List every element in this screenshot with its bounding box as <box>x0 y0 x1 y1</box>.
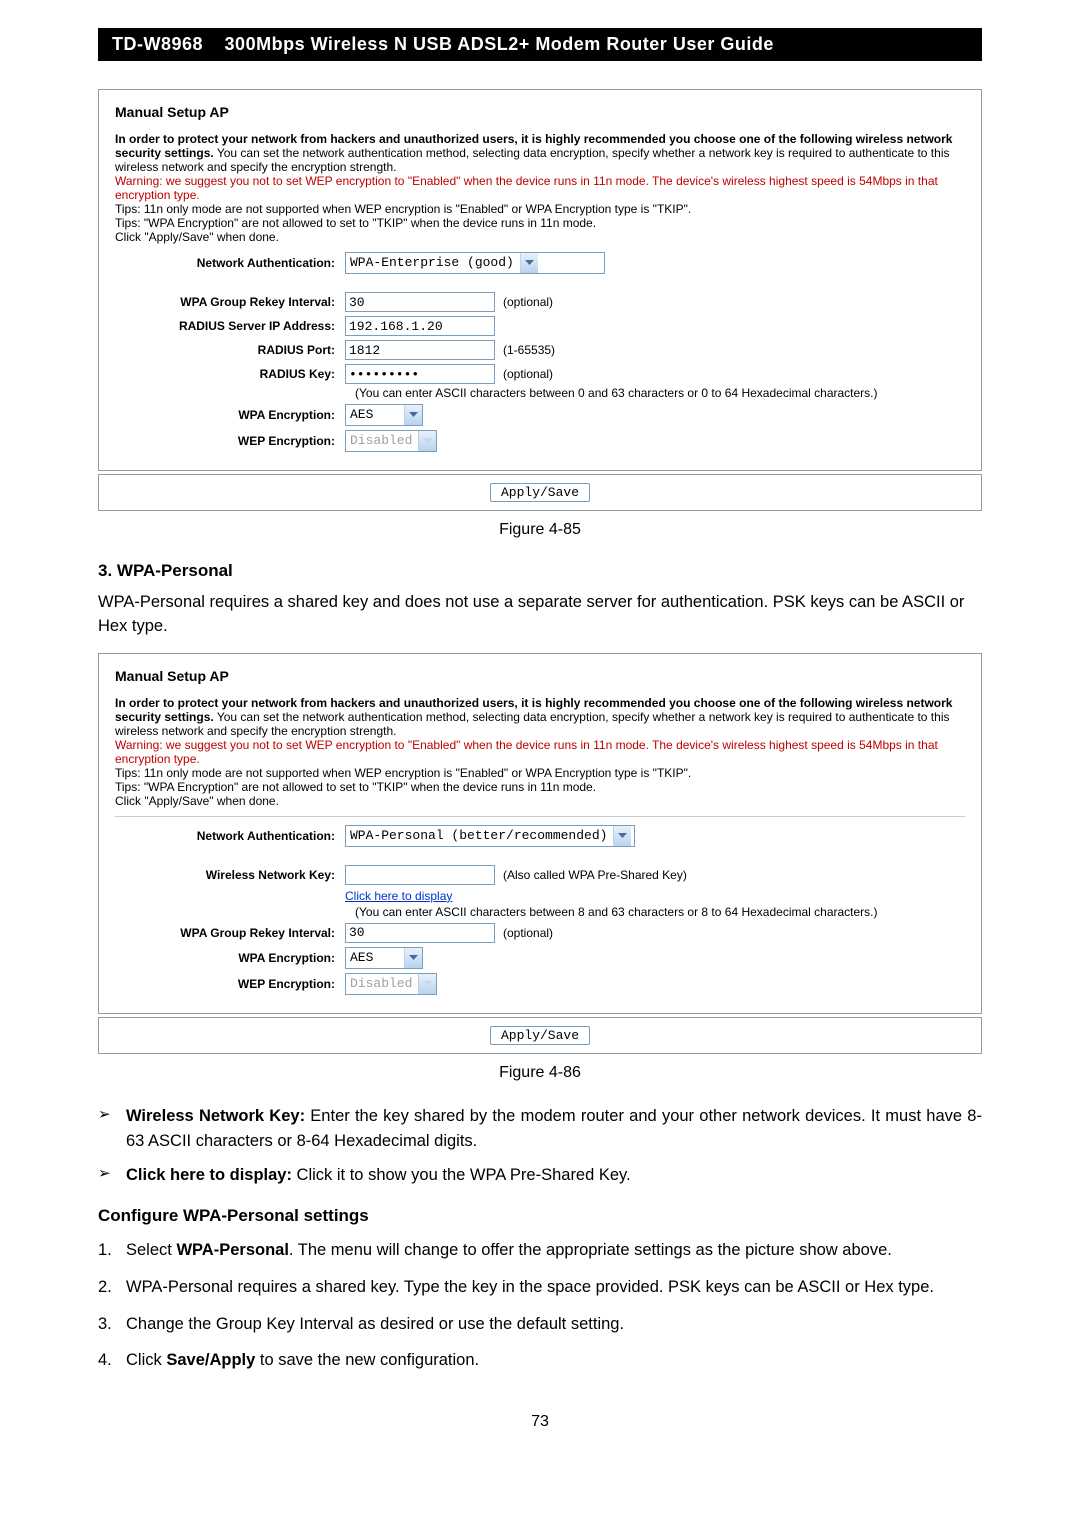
wep-enc-label: WEP Encryption: <box>115 977 345 991</box>
tip-text-2: Tips: "WPA Encryption" are not allowed t… <box>115 216 965 230</box>
wep-enc-select: Disabled <box>345 430 437 452</box>
arrow-icon: ➢ <box>98 1163 126 1188</box>
rekey-label: WPA Group Rekey Interval: <box>115 295 345 309</box>
network-auth-select[interactable]: WPA-Personal (better/recommended) <box>345 825 635 847</box>
bullet-click-display: ➢ Click here to display: Click it to sho… <box>98 1163 982 1188</box>
figure-caption-2: Figure 4-86 <box>98 1064 982 1082</box>
ascii-note: (You can enter ASCII characters between … <box>355 386 965 400</box>
doc-header: TD-W8968 300Mbps Wireless N USB ADSL2+ M… <box>98 28 982 61</box>
wpa-enc-select[interactable]: AES <box>345 947 423 969</box>
page-number: 73 <box>98 1413 982 1431</box>
rekey-input[interactable] <box>345 292 495 312</box>
wpa-enc-select[interactable]: AES <box>345 404 423 426</box>
network-auth-label: Network Authentication: <box>115 829 345 843</box>
radius-port-hint: (1-65535) <box>503 343 555 357</box>
rekey-hint: (optional) <box>503 926 553 940</box>
chevron-down-icon <box>613 826 631 846</box>
rekey-input[interactable] <box>345 923 495 943</box>
panel-title: Manual Setup AP <box>115 104 965 120</box>
chevron-down-icon <box>404 405 422 425</box>
chevron-down-icon <box>418 974 436 994</box>
radius-port-input[interactable] <box>345 340 495 360</box>
wep-enc-select: Disabled <box>345 973 437 995</box>
chevron-down-icon <box>520 253 538 273</box>
apply-row: Apply/Save <box>98 474 982 511</box>
apply-save-button[interactable]: Apply/Save <box>490 483 590 502</box>
radius-key-input[interactable] <box>345 364 495 384</box>
rekey-label: WPA Group Rekey Interval: <box>115 926 345 940</box>
tip-text-1: Tips: 11n only mode are not supported wh… <box>115 766 965 780</box>
tip-text-3: Click "Apply/Save" when done. <box>115 794 965 808</box>
configure-heading: Configure WPA-Personal settings <box>98 1206 982 1226</box>
radius-port-label: RADIUS Port: <box>115 343 345 357</box>
section-heading-wpa-personal: 3. WPA-Personal <box>98 561 982 581</box>
apply-save-button[interactable]: Apply/Save <box>490 1026 590 1045</box>
tip-text-1: Tips: 11n only mode are not supported wh… <box>115 202 965 216</box>
radius-key-hint: (optional) <box>503 367 553 381</box>
tip-text-2: Tips: "WPA Encryption" are not allowed t… <box>115 780 965 794</box>
click-here-display-link[interactable]: Click here to display <box>345 889 452 903</box>
step-1: 1. Select WPA-Personal. The menu will ch… <box>98 1238 982 1263</box>
manual-setup-panel-enterprise: Manual Setup AP In order to protect your… <box>98 89 982 471</box>
step-3: 3. Change the Group Key Interval as desi… <box>98 1312 982 1337</box>
radius-ip-label: RADIUS Server IP Address: <box>115 319 345 333</box>
wpa-personal-paragraph: WPA-Personal requires a shared key and d… <box>98 591 982 639</box>
ascii-note: (You can enter ASCII characters between … <box>355 905 965 919</box>
apply-row: Apply/Save <box>98 1017 982 1054</box>
wireless-key-hint: (Also called WPA Pre-Shared Key) <box>503 868 687 882</box>
doc-title: 300Mbps Wireless N USB ADSL2+ Modem Rout… <box>225 34 774 54</box>
radius-ip-input[interactable] <box>345 316 495 336</box>
intro-text: In order to protect your network from ha… <box>115 132 965 174</box>
network-auth-select[interactable]: WPA-Enterprise (good) <box>345 252 605 274</box>
rekey-hint: (optional) <box>503 295 553 309</box>
figure-caption-1: Figure 4-85 <box>98 521 982 539</box>
warning-text: Warning: we suggest you not to set WEP e… <box>115 174 965 202</box>
model-number: TD-W8968 <box>112 34 203 54</box>
wireless-key-label: Wireless Network Key: <box>115 868 345 882</box>
step-4: 4. Click Save/Apply to save the new conf… <box>98 1348 982 1373</box>
bullet-wireless-key: ➢ Wireless Network Key: Enter the key sh… <box>98 1104 982 1154</box>
network-auth-label: Network Authentication: <box>115 256 345 270</box>
panel-title: Manual Setup AP <box>115 668 965 684</box>
intro-text: In order to protect your network from ha… <box>115 696 965 738</box>
tip-text-3: Click "Apply/Save" when done. <box>115 230 965 244</box>
chevron-down-icon <box>404 948 422 968</box>
step-2: 2. WPA-Personal requires a shared key. T… <box>98 1275 982 1300</box>
arrow-icon: ➢ <box>98 1104 126 1154</box>
wireless-key-input[interactable] <box>345 865 495 885</box>
chevron-down-icon <box>418 431 436 451</box>
manual-setup-panel-personal: Manual Setup AP In order to protect your… <box>98 653 982 1014</box>
wep-enc-label: WEP Encryption: <box>115 434 345 448</box>
wpa-enc-label: WPA Encryption: <box>115 408 345 422</box>
wpa-enc-label: WPA Encryption: <box>115 951 345 965</box>
warning-text: Warning: we suggest you not to set WEP e… <box>115 738 965 766</box>
radius-key-label: RADIUS Key: <box>115 367 345 381</box>
